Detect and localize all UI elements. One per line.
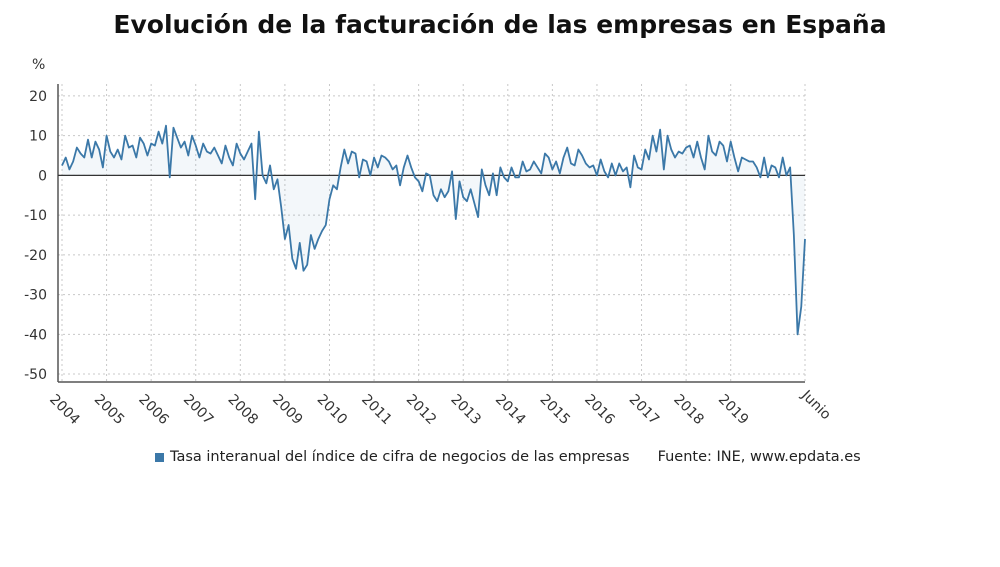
source-label: Fuente: INE, www.epdata.es bbox=[657, 449, 861, 465]
x-tick-label: 2009 bbox=[269, 392, 306, 429]
y-tick-label: -20 bbox=[24, 248, 47, 264]
y-tick-label: -50 bbox=[24, 367, 47, 383]
x-tick-label: 2010 bbox=[314, 392, 351, 429]
y-tick-label: -40 bbox=[24, 327, 47, 343]
y-axis-unit-label: % bbox=[32, 57, 45, 73]
legend: Tasa interanual del índice de cifra de n… bbox=[155, 449, 861, 465]
series-line bbox=[61, 124, 806, 336]
legend-swatch bbox=[155, 452, 164, 462]
x-tick-label: 2004 bbox=[46, 392, 83, 429]
x-tick-label: 2008 bbox=[224, 392, 261, 429]
x-tick-label: 2017 bbox=[626, 392, 663, 429]
y-tick-label: -10 bbox=[24, 208, 47, 224]
chart-title: Evolución de la facturación de las empre… bbox=[113, 10, 887, 39]
y-tick-label: 20 bbox=[29, 89, 47, 105]
x-tick-label: 2019 bbox=[715, 392, 752, 429]
x-tick-label: 2018 bbox=[670, 392, 707, 429]
y-tick-label: 10 bbox=[29, 129, 47, 145]
x-tick-label: 2007 bbox=[180, 392, 217, 429]
x-tick-label: 2012 bbox=[403, 392, 440, 429]
x-tick-label: 2006 bbox=[135, 392, 172, 429]
x-end-label: Junio bbox=[797, 387, 833, 423]
x-tick-label: 2015 bbox=[537, 392, 574, 429]
y-tick-label: -30 bbox=[24, 288, 47, 304]
legend-series-label: Tasa interanual del índice de cifra de n… bbox=[170, 449, 630, 465]
x-tick-label: 2014 bbox=[492, 392, 529, 429]
y-tick-label: 0 bbox=[38, 168, 47, 184]
x-tick-label: 2016 bbox=[581, 392, 618, 429]
x-tick-label: 2011 bbox=[358, 392, 395, 429]
x-tick-label: 2005 bbox=[91, 392, 128, 429]
x-tick-label: 2013 bbox=[447, 392, 484, 429]
series-area bbox=[62, 125, 805, 335]
